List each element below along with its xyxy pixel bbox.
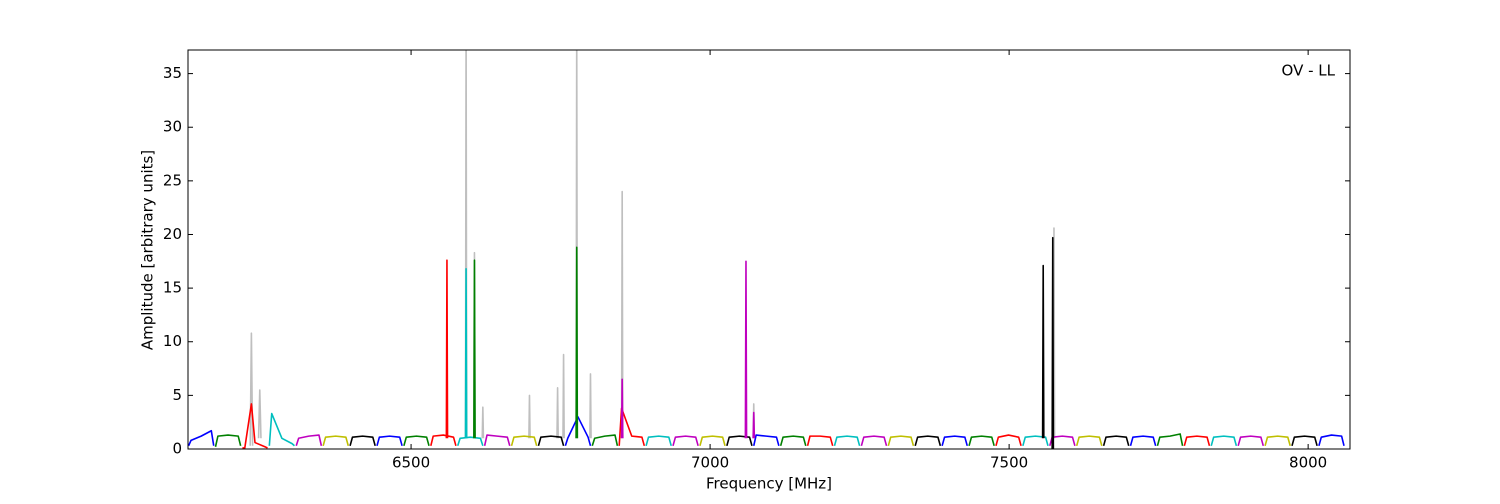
series-line [188,429,215,447]
series-line [510,435,538,446]
series-line [752,434,780,446]
series-line [1156,433,1184,446]
series-line [349,435,376,446]
x-tick-label: 7500 [990,454,1028,472]
series-line [941,435,969,446]
y-tick-label: 10 [163,332,182,350]
series-line [968,435,995,446]
plot-frame [187,49,1351,450]
x-tick-label: 7000 [691,454,729,472]
series-line [1318,434,1345,446]
series-line [591,434,619,447]
series-line [268,412,295,447]
y-tick-label: 15 [163,279,182,297]
x-axis-label: Frequency [MHz] [706,475,832,493]
series-line [214,434,242,448]
series-line [456,436,484,447]
series-line [645,435,672,446]
y-tick-label: 30 [163,118,182,136]
series-line [1041,236,1055,449]
series-line [1210,435,1238,446]
series-line [833,435,861,446]
series-line [473,246,579,439]
annotation: OV - LL [1282,62,1336,80]
x-tick-label: 8000 [1289,454,1327,472]
y-tick-label: 0 [172,440,182,458]
series-line [376,435,403,446]
series-line [1129,435,1157,446]
y-tick-label: 35 [163,64,182,82]
y-tick-label: 20 [163,225,182,243]
series-line [779,435,807,446]
series-line [860,435,888,446]
y-axis-label: Amplitude [arbitrary units] [139,150,157,350]
series-line [483,434,511,446]
series-line [445,259,449,439]
plot-lines [188,50,1345,449]
series-line [672,435,699,446]
series-line [322,435,350,446]
series-line [699,435,726,446]
series-line [242,403,268,449]
series-line [295,434,323,447]
series-line [1049,435,1076,446]
x-tick-label: 6500 [392,454,430,472]
series-line [430,434,457,446]
y-tick-label: 5 [172,386,182,404]
series-line [618,407,646,446]
series-line [1264,435,1291,446]
series-line [1237,435,1265,446]
series-line [806,435,834,446]
series-line [914,435,942,446]
series-line [1102,435,1130,446]
series-line [1075,435,1103,446]
series-line [464,268,468,439]
series-line [537,435,565,446]
series-line [887,435,915,446]
series-line [403,435,430,446]
series-line [1022,435,1049,446]
series-line [1183,435,1211,446]
y-tick-label: 25 [163,171,182,189]
series-line [249,50,1056,446]
series-line [1291,435,1318,446]
series-line [995,434,1022,446]
series-line [726,435,753,446]
series-line [620,260,756,439]
